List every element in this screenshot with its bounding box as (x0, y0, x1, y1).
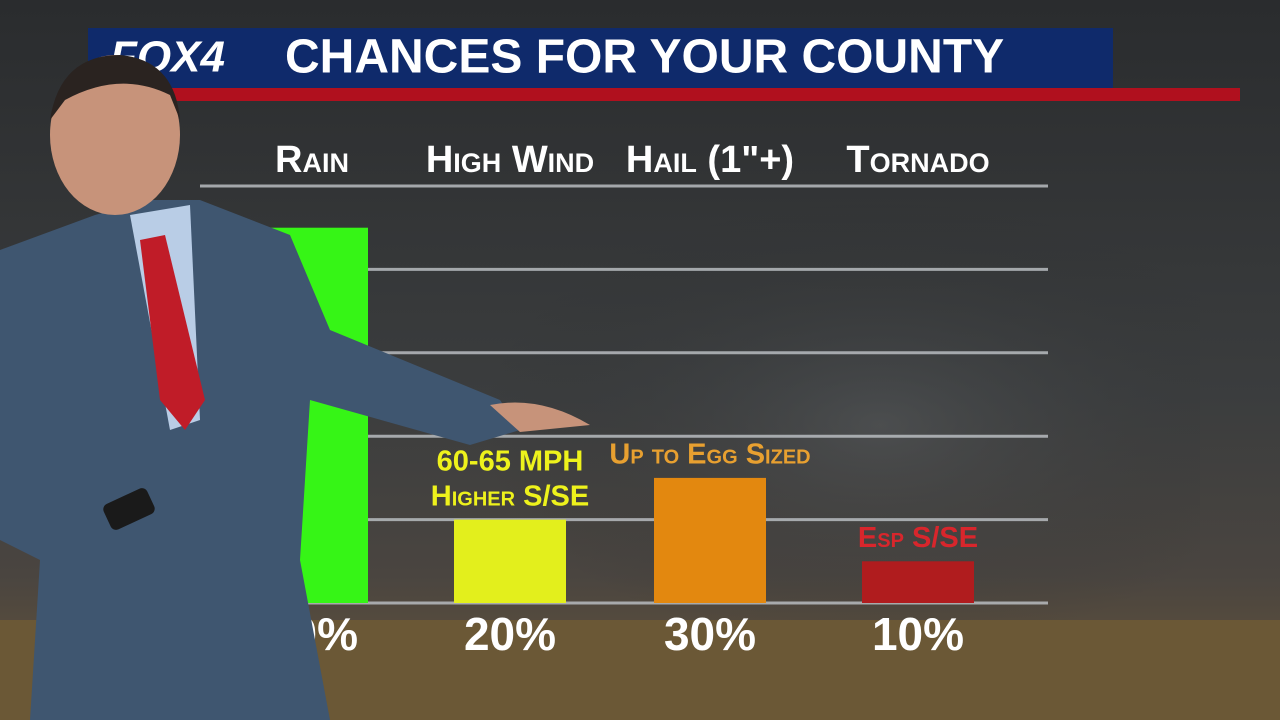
clicker (103, 488, 155, 530)
value-label: 10% (872, 608, 964, 660)
header-stripe (88, 88, 1240, 101)
hair (50, 55, 180, 120)
annotation: Up to Egg Sized (609, 439, 810, 471)
bar (862, 561, 974, 603)
chart-title: CHANCES FOR YOUR COUNTY (285, 31, 1004, 84)
value-label: 30% (664, 608, 756, 660)
annotation: 60-65 MPH (437, 445, 584, 477)
tie (140, 235, 205, 430)
presenter (0, 55, 590, 720)
suit (0, 200, 520, 720)
category-label: Tornado (846, 139, 989, 181)
hand (490, 402, 590, 432)
annotation: Esp S/SE (858, 522, 978, 554)
category-label: Hail (1"+) (626, 139, 794, 181)
category-label: High Wind (426, 139, 594, 181)
value-label: 20% (464, 608, 556, 660)
header-bar (88, 28, 1113, 88)
head (50, 55, 180, 215)
bar (654, 477, 766, 603)
bar (454, 519, 566, 603)
annotation: Higher S/SE (431, 480, 589, 512)
category-label: Rain (275, 139, 349, 181)
